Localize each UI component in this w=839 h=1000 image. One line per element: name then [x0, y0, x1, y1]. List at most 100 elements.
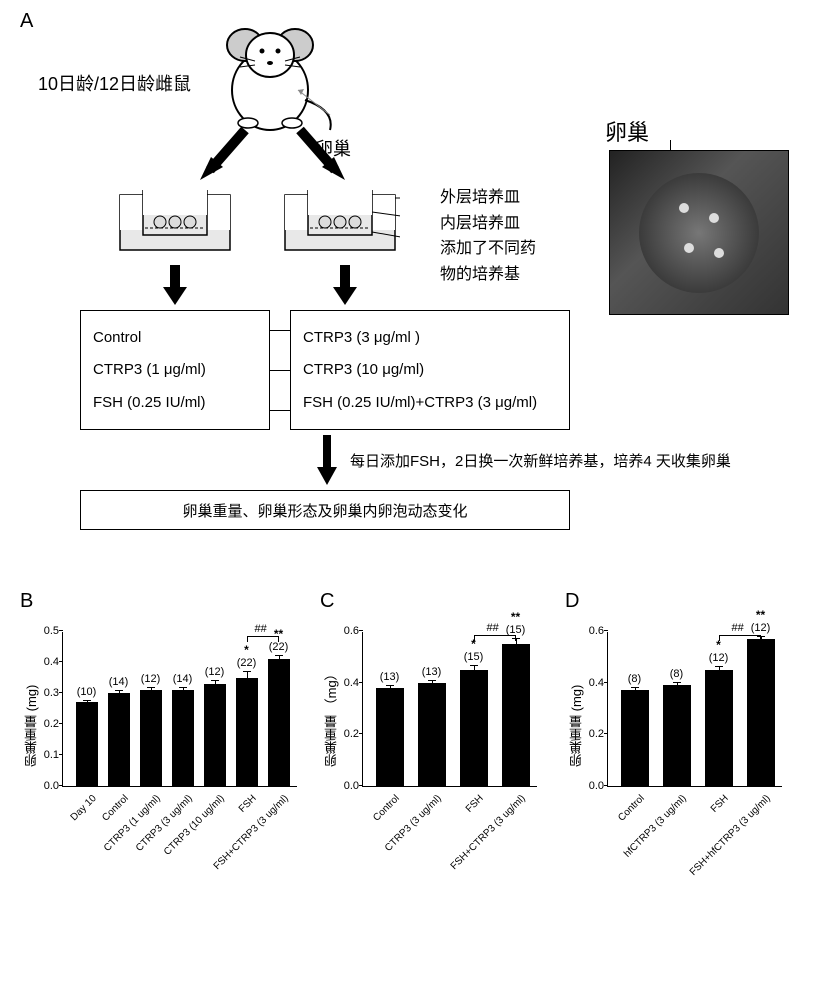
- n-label: (14): [104, 676, 134, 688]
- bar: [460, 670, 488, 786]
- bar: [663, 685, 691, 786]
- n-label: (8): [617, 673, 653, 685]
- treat-r-1: CTRP3 (10 μg/ml): [303, 361, 557, 378]
- n-label: (13): [372, 671, 408, 683]
- y-axis-title: 卵巢重量 (mg): [22, 652, 41, 767]
- bar: [204, 684, 226, 786]
- plot-area: 0.00.20.40.6(8)(8)(12)*(12)**##: [607, 632, 782, 787]
- legend-inner: 内层培养皿: [440, 211, 520, 237]
- significance-marker: **: [498, 610, 534, 624]
- arrow-down-right-icon: [290, 125, 350, 185]
- arrow-down-3-icon: [315, 435, 339, 485]
- treatments-left-box: Control CTRP3 (1 μg/ml) FSH (0.25 IU/ml): [80, 310, 270, 430]
- y-tick: 0.2: [344, 728, 363, 740]
- mouse-age-text: 10日龄/12日龄雌鼠: [38, 70, 191, 96]
- y-axis-title: 卵巢重量 (mg): [567, 652, 586, 767]
- x-category-label: FSH: [641, 793, 730, 882]
- x-category-label: FSH+hfCTRP3 (3 ug/ml): [683, 793, 772, 882]
- plot-area: 0.00.10.20.30.40.5(10)(14)(12)(14)(12)(2…: [62, 632, 297, 787]
- connector-1: [270, 330, 290, 331]
- treat-l-2: FSH (0.25 IU/ml): [93, 394, 257, 411]
- bar: [76, 702, 98, 786]
- significance-marker: **: [743, 608, 779, 622]
- panel-label: C: [320, 590, 334, 613]
- comparison-bracket: [247, 636, 279, 637]
- bar: [268, 659, 290, 786]
- y-axis-title: 卵巢重量 （mg）: [322, 652, 341, 767]
- y-tick: 0.1: [44, 749, 63, 761]
- treat-r-2: FSH (0.25 IU/ml)+CTRP3 (3 μg/ml): [303, 394, 557, 411]
- bar: [108, 693, 130, 786]
- chart-c: C卵巢重量 （mg）0.00.20.40.6(13)(13)(15)*(15)*…: [320, 590, 555, 900]
- culture-note: 每日添加FSH，2日换一次新鲜培养基，培养4 天收集卵巢: [350, 450, 731, 471]
- connector-2: [270, 370, 290, 371]
- bar: [236, 678, 258, 787]
- y-tick: 0.0: [589, 780, 608, 792]
- y-tick: 0.5: [44, 625, 63, 637]
- n-label: (22): [264, 641, 294, 653]
- chart-b: B卵巢重量 (mg)0.00.10.20.30.40.5(10)(14)(12)…: [20, 590, 310, 900]
- comparison-bracket: [474, 635, 516, 636]
- significance-marker: **: [264, 627, 294, 641]
- bar: [621, 690, 649, 786]
- x-category-label: FSH+CTRP3 (3 ug/ml): [438, 793, 527, 882]
- y-tick: 0.0: [44, 780, 63, 792]
- n-label: (13): [414, 666, 450, 678]
- bracket-label: ##: [255, 623, 267, 635]
- legend-med2: 物的培养基: [440, 262, 520, 288]
- n-label: (12): [200, 666, 230, 678]
- significance-marker: *: [232, 643, 262, 657]
- y-tick: 0.6: [344, 625, 363, 637]
- bracket-label: ##: [487, 622, 499, 634]
- arrow-down-2-icon: [330, 265, 360, 305]
- connector-3: [270, 410, 290, 411]
- bar: [140, 690, 162, 786]
- arrow-down-left-icon: [195, 125, 255, 185]
- bar: [747, 639, 775, 786]
- n-label: (15): [456, 651, 492, 663]
- treatments-right-box: CTRP3 (3 μg/ml ) CTRP3 (10 μg/ml) FSH (0…: [290, 310, 570, 430]
- bar: [502, 644, 530, 786]
- y-tick: 0.4: [344, 677, 363, 689]
- x-category-label: hfCTRP3 (3 ug/ml): [599, 793, 688, 882]
- n-label: (10): [72, 686, 102, 698]
- n-label: (14): [168, 673, 198, 685]
- y-tick: 0.3: [44, 687, 63, 699]
- dish-legend: 外层培养皿 内层培养皿 添加了不同药 物的培养基: [440, 185, 536, 287]
- arrow-down-1-icon: [160, 265, 190, 305]
- y-tick: 0.4: [589, 677, 608, 689]
- treat-r-0: CTRP3 (3 μg/ml ): [303, 329, 557, 346]
- bar: [172, 690, 194, 786]
- n-label: (12): [743, 622, 779, 634]
- chart-d: D卵巢重量 (mg)0.00.20.40.6(8)(8)(12)*(12)**#…: [565, 590, 800, 900]
- bar: [376, 688, 404, 786]
- n-label: (22): [232, 657, 262, 669]
- outcome-box: 卵巢重量、卵巢形态及卵巢内卵泡动态变化: [80, 490, 570, 530]
- y-tick: 0.2: [44, 718, 63, 730]
- legend-outer: 外层培养皿: [440, 185, 520, 211]
- panel-label: B: [20, 590, 33, 613]
- figure-container: A 10日龄/12日龄雌鼠 卵巢 卵巢: [0, 0, 839, 930]
- n-label: (12): [136, 673, 166, 685]
- x-category-label: FSH: [396, 793, 485, 882]
- charts-row: B卵巢重量 (mg)0.00.10.20.30.40.5(10)(14)(12)…: [20, 580, 819, 920]
- plot-area: 0.00.20.40.6(13)(13)(15)*(15)**##: [362, 632, 537, 787]
- outcome-text: 卵巢重量、卵巢形态及卵巢内卵泡动态变化: [182, 500, 467, 521]
- ovary-label-right: 卵巢: [605, 115, 649, 147]
- legend-med1: 添加了不同药: [440, 236, 536, 262]
- x-category-label: CTRP3 (3 ug/ml): [354, 793, 443, 882]
- n-label: (8): [659, 668, 695, 680]
- y-tick: 0.6: [589, 625, 608, 637]
- bar: [418, 683, 446, 786]
- y-tick: 0.4: [44, 656, 63, 668]
- culture-dish-right-icon: [280, 190, 400, 260]
- n-label: (12): [701, 652, 737, 664]
- culture-dish-left-icon: [115, 190, 235, 260]
- bar: [705, 670, 733, 786]
- bracket-label: ##: [732, 622, 744, 634]
- mouse-icon: [200, 15, 340, 135]
- x-category-label: Control: [312, 793, 401, 882]
- panel-a-label: A: [20, 10, 33, 33]
- dish-photo: [609, 150, 789, 315]
- y-tick: 0.0: [344, 780, 363, 792]
